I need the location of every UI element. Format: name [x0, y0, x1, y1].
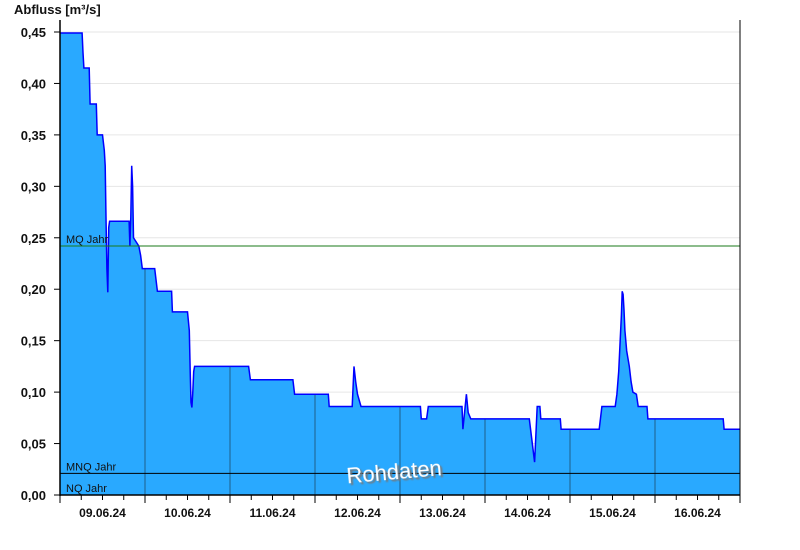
discharge-area [60, 32, 740, 495]
x-tick-label: 16.06.24 [674, 506, 721, 520]
y-tick-label: 0,35 [21, 128, 46, 143]
y-tick-label: 0,00 [21, 488, 46, 503]
y-tick-label: 0,05 [21, 437, 46, 452]
reference-line-label: MNQ Jahr [66, 461, 116, 473]
y-ticks: 0,00 0,05 0,10 0,15 0,20 0,25 0,30 0,35 0,40 0,45 [21, 25, 60, 503]
x-tick-label: 14.06.24 [504, 506, 551, 520]
reference-line-label: MQ Jahr [66, 234, 109, 246]
y-tick-label: 0,20 [21, 282, 46, 297]
x-tick-label: 10.06.24 [164, 506, 211, 520]
y-axis-title: Abfluss [m³/s] [14, 2, 101, 17]
reference-lines: MQ Jahr MNQ Jahr NQ Jahr [60, 234, 740, 495]
y-tick-label: 0,15 [21, 334, 46, 349]
discharge-line [60, 32, 740, 463]
y-tick-label: 0,45 [21, 25, 46, 40]
y-tick-label: 0,10 [21, 385, 46, 400]
y-tick-label: 0,25 [21, 231, 46, 246]
x-tick-label: 09.06.24 [79, 506, 126, 520]
y-tick-label: 0,40 [21, 76, 46, 91]
x-ticks: 09.06.24 10.06.24 11.06.24 12.06.24 13.06.24… [59, 495, 741, 520]
y-tick-label: 0,30 [21, 179, 46, 194]
x-tick-label: 15.06.24 [589, 506, 636, 520]
reference-line-label: NQ Jahr [66, 483, 107, 495]
x-tick-label: 11.06.24 [249, 506, 295, 520]
x-tick-label: 12.06.24 [334, 506, 381, 520]
x-tick-label: 13.06.24 [419, 506, 466, 520]
